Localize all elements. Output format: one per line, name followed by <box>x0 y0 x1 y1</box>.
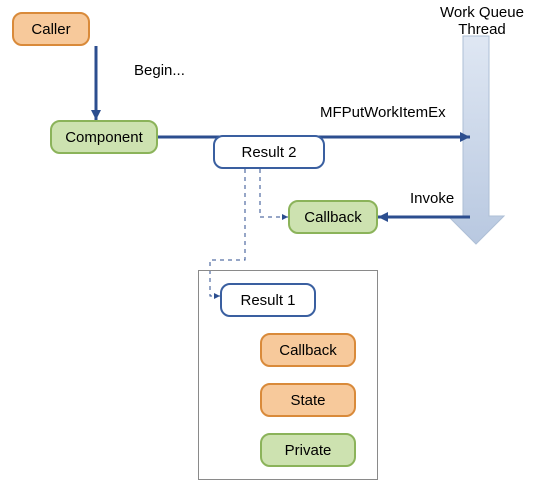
caller-label: Caller <box>31 21 70 38</box>
begin-label: Begin... <box>134 62 185 79</box>
callback-label: Callback <box>304 209 362 226</box>
state-label: State <box>290 392 325 409</box>
private-label: Private <box>285 442 332 459</box>
putworkitem-label: MFPutWorkItemEx <box>320 104 446 121</box>
result2-label: Result 2 <box>241 144 296 161</box>
component-node: Component <box>50 120 158 154</box>
edges <box>96 46 470 296</box>
result1-label: Result 1 <box>240 292 295 309</box>
component-label: Component <box>65 129 143 146</box>
work-queue-thread-label: Work QueueThread <box>432 4 532 38</box>
callback-inner-label: Callback <box>279 342 337 359</box>
edge-result2ToCallback_dashed <box>260 169 288 217</box>
callback-node: Callback <box>288 200 378 234</box>
state-node: State <box>260 383 356 417</box>
result1-node: Result 1 <box>220 283 316 317</box>
invoke-label: Invoke <box>410 190 454 207</box>
callback-inner-node: Callback <box>260 333 356 367</box>
result2-node: Result 2 <box>213 135 325 169</box>
private-node: Private <box>260 433 356 467</box>
caller-node: Caller <box>12 12 90 46</box>
work-queue-arrow-icon <box>448 36 504 244</box>
